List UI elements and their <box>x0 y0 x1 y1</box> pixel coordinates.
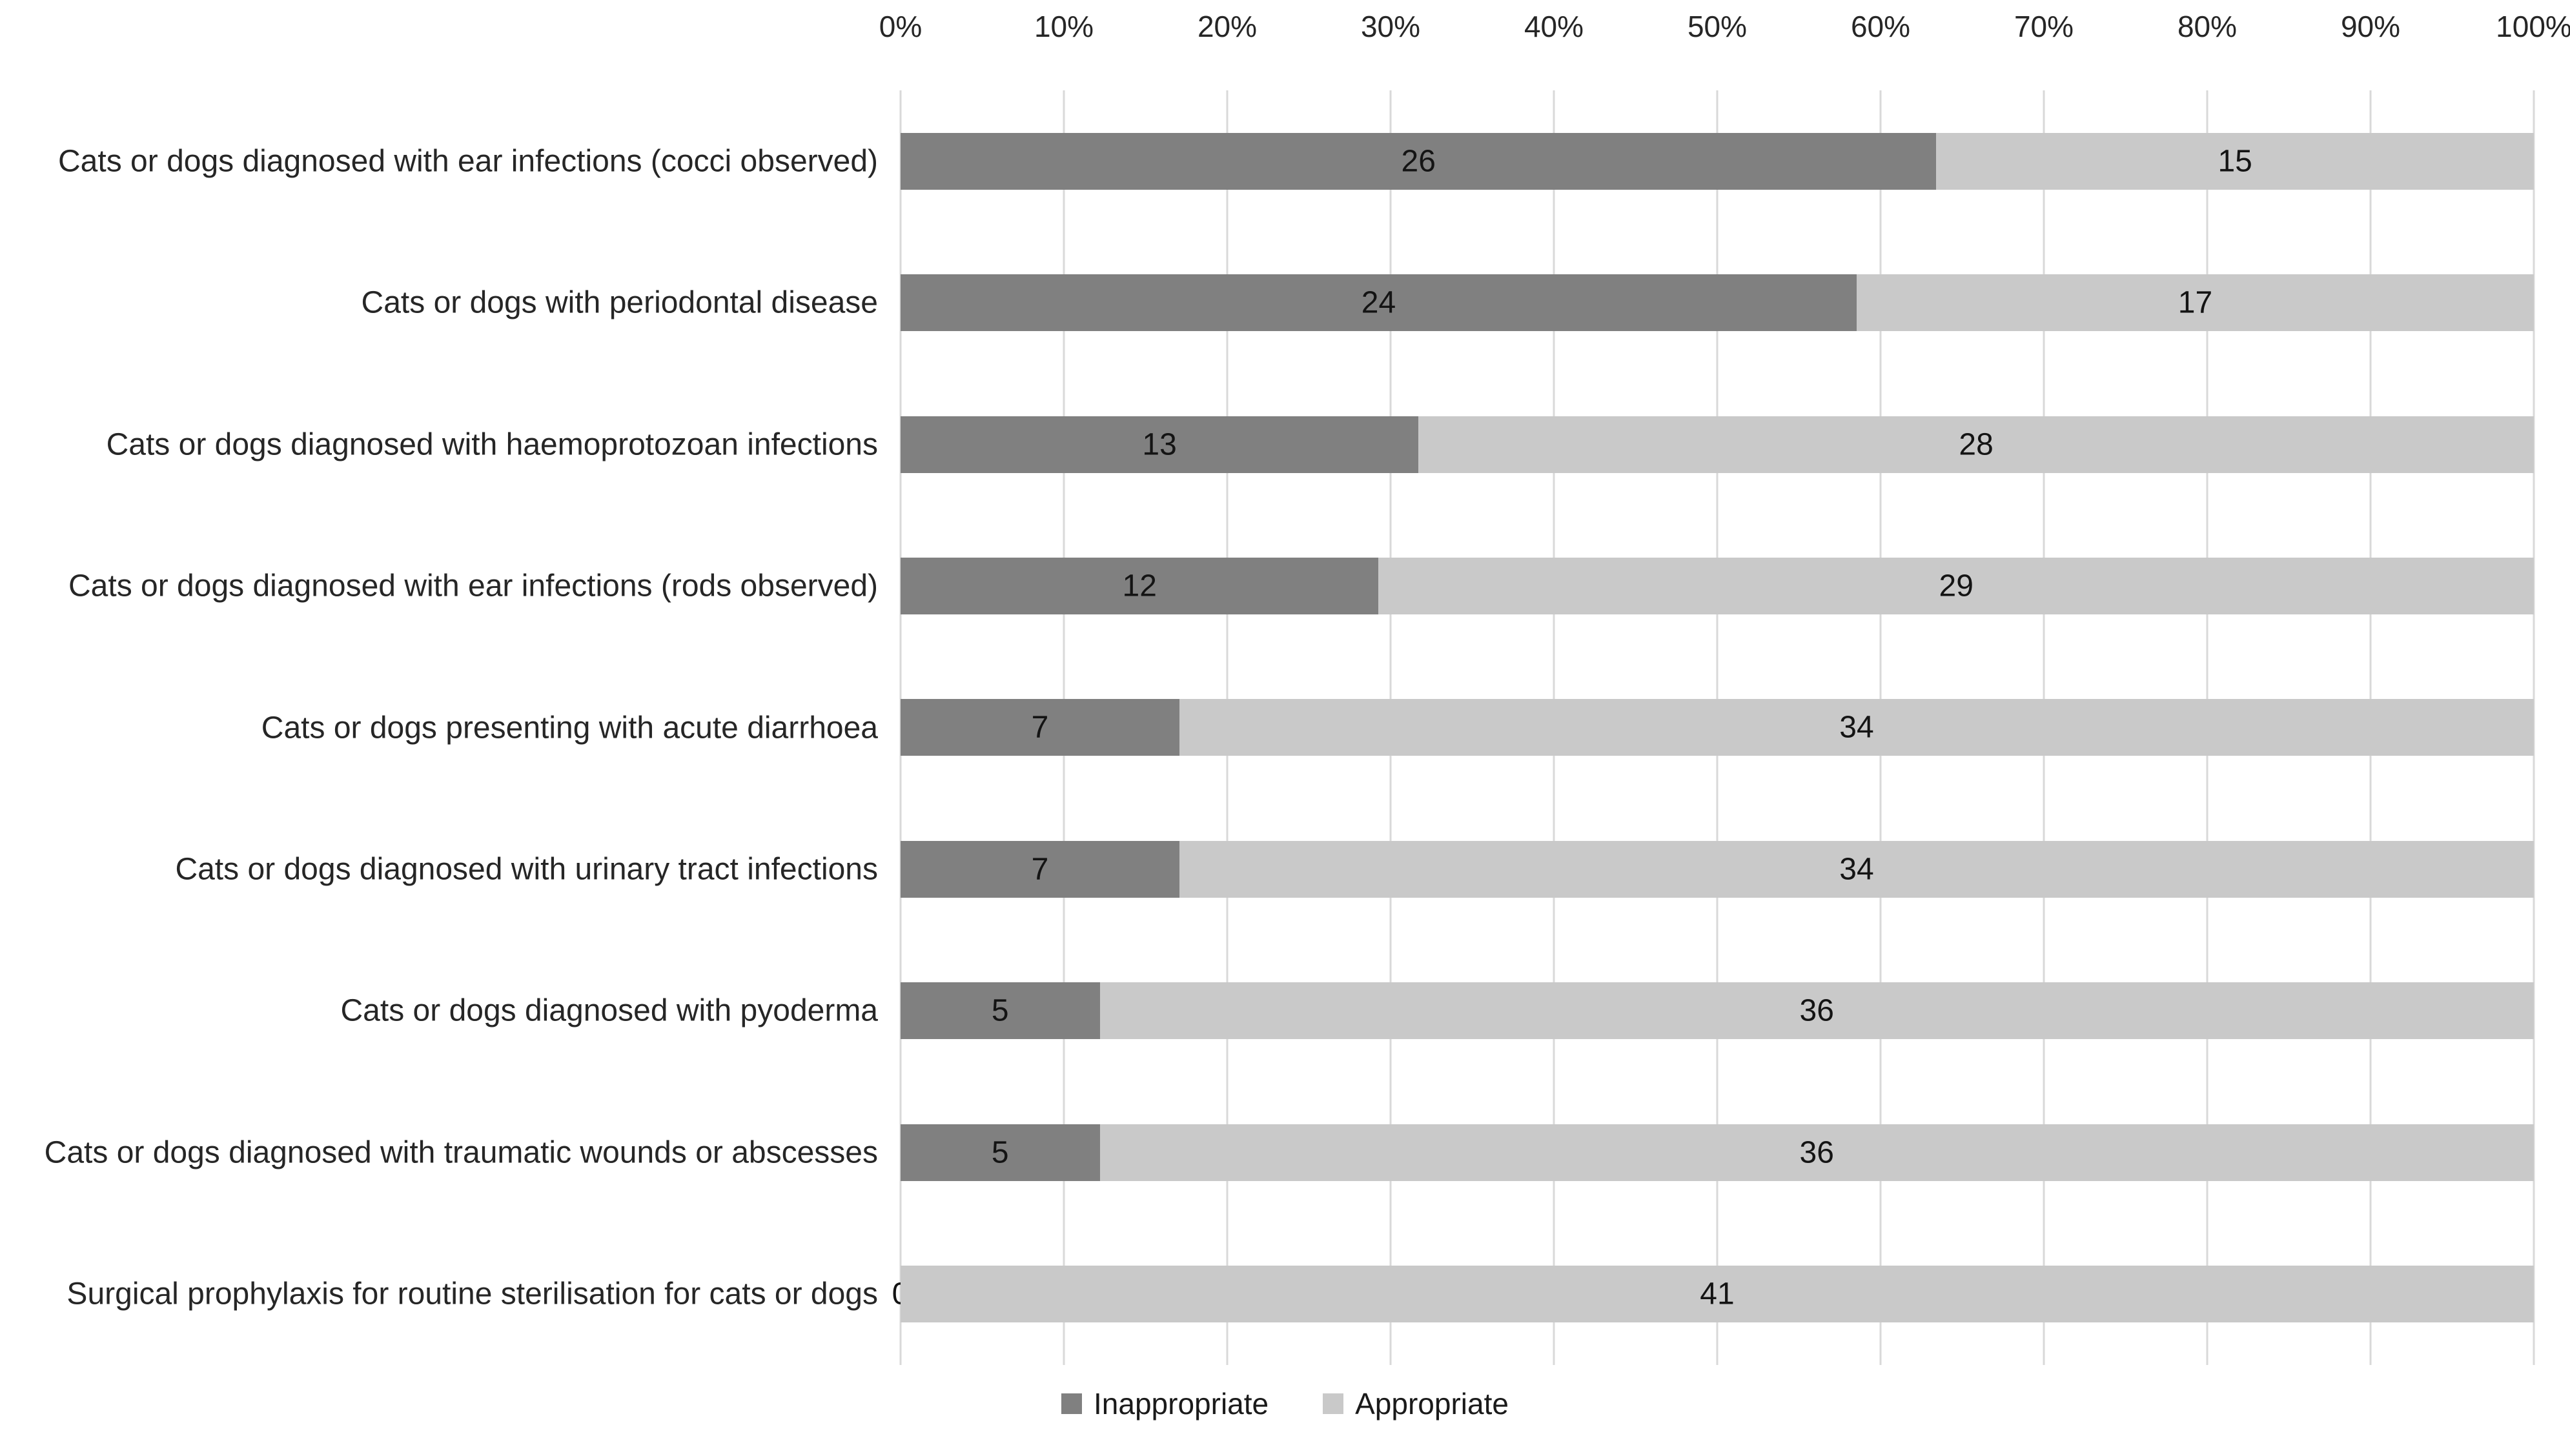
data-label: 5 <box>991 993 1009 1028</box>
data-label: 36 <box>1799 1135 1834 1170</box>
category-label: Cats or dogs diagnosed with ear infectio… <box>58 144 878 179</box>
legend-swatch-icon <box>1061 1393 1083 1414</box>
data-label: 36 <box>1799 993 1834 1028</box>
bar-segment-inappropriate: 5 <box>901 1124 1100 1181</box>
category-label: Cats or dogs diagnosed with haemoprotozo… <box>106 427 878 462</box>
category-label: Cats or dogs diagnosed with pyoderma <box>340 993 878 1028</box>
bar-row: 26 15 <box>901 90 2534 232</box>
data-label: 13 <box>1142 427 1177 462</box>
bar-segment-inappropriate: 13 <box>901 416 1419 473</box>
bar-segment-inappropriate: 24 <box>901 274 1857 332</box>
data-label: 28 <box>1959 427 1994 462</box>
data-label: 34 <box>1839 710 1874 745</box>
bar-segment-appropriate: 34 <box>1179 840 2534 898</box>
data-label: 7 <box>1031 710 1049 745</box>
x-axis-tick-label: 10% <box>1034 10 1094 43</box>
bar-segment-appropriate: 34 <box>1179 699 2534 756</box>
category-label: Cats or dogs with periodontal disease <box>361 285 878 320</box>
bar-segment-inappropriate: 5 <box>901 982 1100 1040</box>
bar-segment-inappropriate: 26 <box>901 132 1937 190</box>
legend-item-inappropriate: Inappropriate <box>1061 1386 1269 1421</box>
stacked-bar: 7 34 <box>901 840 2534 898</box>
bar-row: 13 28 <box>901 374 2534 515</box>
bar-row: 041 <box>892 1224 2534 1365</box>
x-axis-tick-label: 0% <box>879 10 923 43</box>
data-label: 12 <box>1122 569 1157 603</box>
x-axis-tick-label: 90% <box>2340 10 2401 43</box>
data-label: 41 <box>1700 1277 1735 1311</box>
x-axis-tick-label: 60% <box>1850 10 1911 43</box>
category-label: Cats or dogs diagnosed with ear infectio… <box>68 569 878 603</box>
legend-label: Appropriate <box>1355 1387 1509 1421</box>
bar-segment-appropriate: 41 <box>901 1266 2534 1323</box>
x-axis-tick-label: 100% <box>2496 10 2570 43</box>
bar-row: 5 36 <box>901 1082 2534 1223</box>
bar-segment-appropriate: 29 <box>1378 558 2534 615</box>
stacked-bar: 12 29 <box>901 558 2534 615</box>
x-axis-tick-label: 50% <box>1687 10 1748 43</box>
category-label: Cats or dogs presenting with acute diarr… <box>261 711 878 745</box>
stacked-bar: 24 17 <box>901 274 2534 332</box>
bar-row: 5 36 <box>901 940 2534 1082</box>
data-label: 7 <box>1031 852 1049 887</box>
bar-segment-appropriate: 28 <box>1418 416 2534 473</box>
stacked-bar: 041 <box>892 1266 2534 1323</box>
data-label: 5 <box>991 1135 1009 1170</box>
stacked-bar: 13 28 <box>901 416 2534 473</box>
bar-segment-appropriate: 36 <box>1099 982 2534 1040</box>
category-label: Cats or dogs diagnosed with urinary trac… <box>175 852 878 887</box>
x-axis-tick-label: 70% <box>2014 10 2074 43</box>
category-label: Surgical prophylaxis for routine sterili… <box>66 1277 878 1311</box>
data-label: 34 <box>1839 852 1874 887</box>
data-label: 24 <box>1361 285 1396 320</box>
bar-row: 24 17 <box>901 232 2534 373</box>
bar-segment-inappropriate: 12 <box>901 558 1379 615</box>
data-label: 26 <box>1401 144 1436 179</box>
x-axis-tick-label: 20% <box>1197 10 1258 43</box>
bar-segment-inappropriate: 7 <box>901 699 1179 756</box>
gridline <box>2533 90 2535 1365</box>
data-label: 29 <box>1939 569 1973 603</box>
data-label: 15 <box>2218 144 2252 179</box>
x-axis-tick-label: 30% <box>1360 10 1421 43</box>
category-axis: Cats or dogs diagnosed with ear infectio… <box>0 90 878 1365</box>
data-label: 17 <box>2177 285 2213 320</box>
bar-segment-appropriate: 36 <box>1099 1124 2534 1181</box>
stacked-bar: 5 36 <box>901 982 2534 1040</box>
bar-segment-appropriate: 15 <box>1936 132 2534 190</box>
legend-item-appropriate: Appropriate <box>1323 1386 1509 1421</box>
bar-row: 7 34 <box>901 657 2534 798</box>
legend: Inappropriate Appropriate <box>0 1386 2570 1421</box>
bar-row: 12 29 <box>901 515 2534 656</box>
legend-swatch-icon <box>1323 1393 1344 1414</box>
plot-area: 26 15 24 17 13 28 12 29 7 34 7 34 5 36 5 36 041 <box>892 90 2535 1365</box>
stacked-bar: 7 34 <box>901 699 2534 756</box>
stacked-bar: 26 15 <box>901 132 2534 190</box>
stacked-bar: 5 36 <box>901 1124 2534 1181</box>
bar-segment-inappropriate: 7 <box>901 840 1179 898</box>
x-axis-tick-label: 80% <box>2177 10 2238 43</box>
x-axis-tick-label: 40% <box>1524 10 1584 43</box>
x-axis: 0% 10% 20% 30% 40% 50% 60% 70% 80% 90% 100% <box>879 9 2570 48</box>
bar-row: 7 34 <box>901 798 2534 940</box>
category-label: Cats or dogs diagnosed with traumatic wo… <box>44 1135 878 1170</box>
bar-segment-appropriate: 17 <box>1856 274 2534 332</box>
legend-label: Inappropriate <box>1094 1387 1269 1421</box>
